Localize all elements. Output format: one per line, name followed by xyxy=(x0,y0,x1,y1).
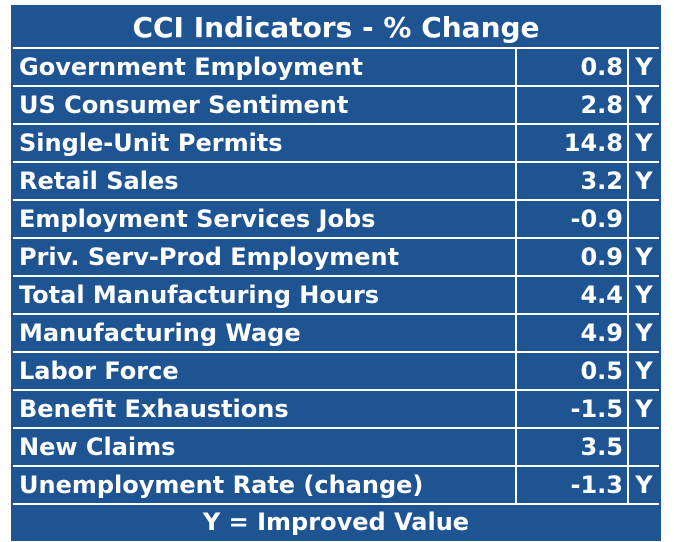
improved-flag: Y xyxy=(635,243,653,271)
improved-flag: Y xyxy=(635,281,653,309)
table-row: Total Manufacturing Hours 4.4 Y xyxy=(13,275,659,313)
indicator-value: 0.9 xyxy=(517,239,629,275)
improved-flag: Y xyxy=(635,167,653,195)
indicator-label: New Claims xyxy=(13,429,517,465)
indicator-value: 0.8 xyxy=(517,49,629,85)
improved-flag: Y xyxy=(635,395,653,423)
indicator-value: 3.2 xyxy=(517,163,629,199)
indicator-value: -1.3 xyxy=(517,467,629,503)
indicator-value: 4.9 xyxy=(517,315,629,351)
indicator-label: Benefit Exhaustions xyxy=(13,391,517,427)
indicator-label: Labor Force xyxy=(13,353,517,389)
improved-flag xyxy=(629,429,659,465)
indicator-label: Retail Sales xyxy=(13,163,517,199)
table-row: Single-Unit Permits 14.8 Y xyxy=(13,123,659,161)
indicator-label: Manufacturing Wage xyxy=(13,315,517,351)
table-row: Unemployment Rate (change) -1.3 Y xyxy=(13,465,659,503)
table-row: Government Employment 0.8 Y xyxy=(13,47,659,85)
table-row: Priv. Serv-Prod Employment 0.9 Y xyxy=(13,237,659,275)
indicator-label: Employment Services Jobs xyxy=(13,201,517,237)
table-row: Employment Services Jobs -0.9 xyxy=(13,199,659,237)
improved-flag: Y xyxy=(635,53,653,81)
improved-flag xyxy=(629,201,659,237)
indicator-label: Government Employment xyxy=(13,49,517,85)
indicator-label: Priv. Serv-Prod Employment xyxy=(13,239,517,275)
indicator-value: 0.5 xyxy=(517,353,629,389)
indicator-label: US Consumer Sentiment xyxy=(13,87,517,123)
table-title: CCI Indicators - % Change xyxy=(132,10,540,44)
indicator-value: 3.5 xyxy=(517,429,629,465)
indicator-value: -1.5 xyxy=(517,391,629,427)
indicator-label: Total Manufacturing Hours xyxy=(13,277,517,313)
table-row: New Claims 3.5 xyxy=(13,427,659,465)
improved-flag: Y xyxy=(635,129,653,157)
indicator-value: -0.9 xyxy=(517,201,629,237)
indicator-value: 2.8 xyxy=(517,87,629,123)
table-footer: Y = Improved Value xyxy=(13,503,659,539)
improved-flag: Y xyxy=(635,91,653,119)
improved-flag: Y xyxy=(635,357,653,385)
indicator-label: Unemployment Rate (change) xyxy=(13,467,517,503)
indicator-value: 4.4 xyxy=(517,277,629,313)
table-row: Labor Force 0.5 Y xyxy=(13,351,659,389)
indicator-table: CCI Indicators - % Change Government Emp… xyxy=(11,5,661,541)
table-row: US Consumer Sentiment 2.8 Y xyxy=(13,85,659,123)
indicator-value: 14.8 xyxy=(517,125,629,161)
improved-flag: Y xyxy=(635,319,653,347)
improved-flag: Y xyxy=(635,471,653,499)
indicator-label: Single-Unit Permits xyxy=(13,125,517,161)
table-row: Manufacturing Wage 4.9 Y xyxy=(13,313,659,351)
table-row: Retail Sales 3.2 Y xyxy=(13,161,659,199)
table-row: Benefit Exhaustions -1.5 Y xyxy=(13,389,659,427)
